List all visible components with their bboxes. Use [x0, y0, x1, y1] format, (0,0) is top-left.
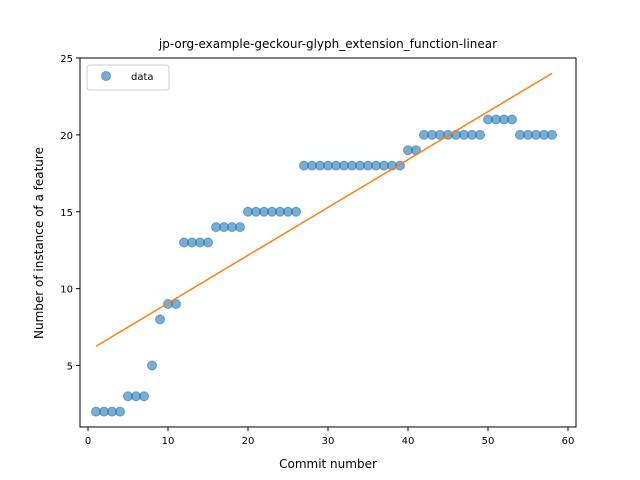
legend: data — [86, 64, 170, 91]
y-tick-label: 25 — [60, 54, 73, 65]
data-point — [475, 129, 485, 140]
data-point — [155, 314, 165, 325]
data-point — [147, 360, 157, 371]
y-tick-label: 15 — [60, 208, 73, 219]
y-tick-label: 5 — [67, 362, 73, 373]
y-tick-label: 10 — [60, 285, 73, 296]
x-axis: 0 10 20 30 40 50 60 — [85, 427, 575, 447]
x-axis-label: Commit number — [279, 457, 377, 471]
legend-label-data: data — [131, 72, 154, 83]
x-tick-label: 60 — [562, 436, 575, 447]
y-axis-label: Number of instance of a feature — [32, 147, 46, 339]
x-tick-label: 30 — [322, 436, 335, 447]
data-point — [547, 129, 557, 140]
data-point — [235, 222, 245, 233]
y-axis: 5 10 15 20 25 — [60, 54, 80, 373]
y-tick-label: 20 — [60, 131, 73, 142]
data-point — [291, 206, 301, 217]
x-tick-label: 40 — [402, 436, 415, 447]
legend-marker-data — [101, 71, 111, 81]
x-tick-label: 10 — [162, 436, 175, 447]
data-point — [139, 391, 149, 402]
data-point — [507, 114, 517, 125]
legend-box — [86, 64, 170, 91]
x-tick-label: 0 — [85, 436, 91, 447]
data-point — [171, 299, 181, 309]
data-point — [203, 237, 213, 248]
plot-area — [91, 72, 557, 417]
chart-title: jp-org-example-geckour-glyph_extension_f… — [158, 37, 497, 51]
x-tick-label: 20 — [242, 436, 255, 447]
trend-line — [95, 72, 553, 347]
x-tick-label: 50 — [482, 436, 495, 447]
data-point — [115, 406, 125, 417]
